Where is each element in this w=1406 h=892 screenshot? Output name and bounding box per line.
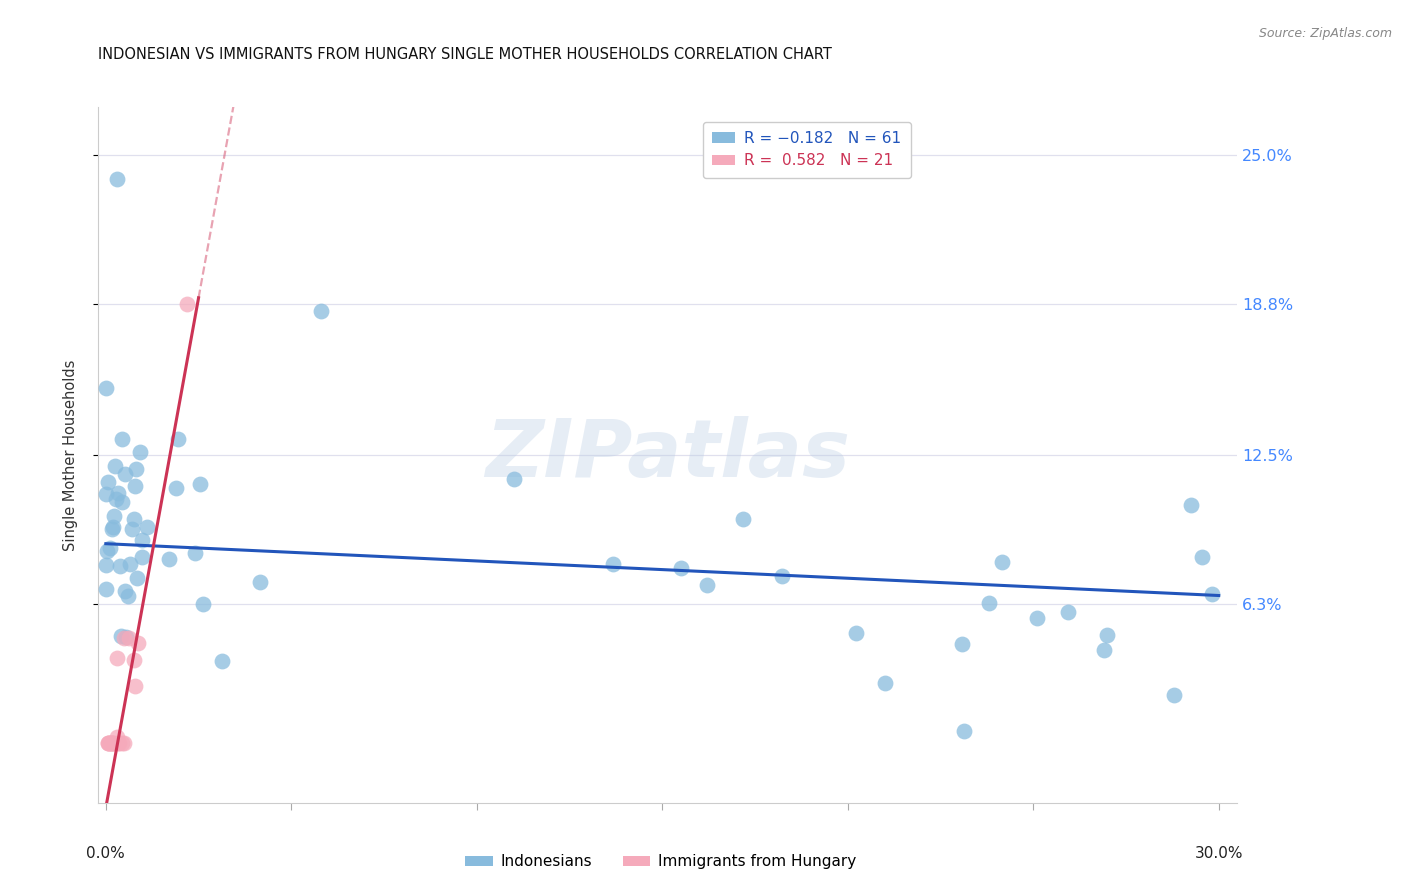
Point bbox=[108, 736, 131, 750]
Point bbox=[1201, 587, 1223, 601]
Point bbox=[979, 596, 1001, 610]
Point bbox=[111, 494, 134, 508]
Point bbox=[96, 736, 118, 750]
Point bbox=[669, 561, 692, 575]
Point bbox=[114, 467, 136, 482]
Point bbox=[105, 172, 128, 186]
Point bbox=[1180, 498, 1202, 512]
Point bbox=[97, 736, 120, 750]
Point bbox=[127, 571, 149, 585]
Point bbox=[105, 731, 128, 745]
Point bbox=[953, 723, 976, 738]
Point bbox=[845, 626, 868, 640]
Point bbox=[211, 654, 233, 668]
Point bbox=[114, 583, 136, 598]
Point bbox=[190, 477, 212, 491]
Point bbox=[602, 557, 624, 571]
Point bbox=[118, 631, 141, 645]
Point bbox=[191, 597, 214, 611]
Point bbox=[165, 481, 187, 495]
Point bbox=[96, 487, 118, 501]
Text: Source: ZipAtlas.com: Source: ZipAtlas.com bbox=[1258, 27, 1392, 40]
Point bbox=[105, 491, 128, 506]
Point bbox=[111, 432, 134, 446]
Point bbox=[176, 297, 198, 311]
Point bbox=[157, 552, 180, 566]
Legend: R = −0.182   N = 61, R =  0.582   N = 21: R = −0.182 N = 61, R = 0.582 N = 21 bbox=[703, 121, 911, 178]
Point bbox=[991, 555, 1014, 569]
Point bbox=[100, 522, 122, 536]
Point bbox=[105, 650, 128, 665]
Point bbox=[127, 636, 149, 650]
Point bbox=[100, 541, 122, 556]
Point bbox=[101, 736, 124, 750]
Point bbox=[770, 569, 793, 583]
Point bbox=[103, 509, 125, 524]
Point bbox=[114, 630, 136, 644]
Point bbox=[696, 578, 718, 592]
Point bbox=[309, 304, 332, 318]
Point bbox=[96, 543, 118, 558]
Point bbox=[121, 522, 143, 536]
Point bbox=[1057, 605, 1080, 619]
Point bbox=[503, 472, 526, 486]
Point bbox=[1097, 628, 1119, 642]
Point bbox=[98, 736, 121, 750]
Point bbox=[112, 736, 135, 750]
Point bbox=[1026, 611, 1049, 625]
Point bbox=[122, 512, 145, 526]
Point bbox=[97, 475, 120, 489]
Point bbox=[97, 736, 120, 750]
Legend: Indonesians, Immigrants from Hungary: Indonesians, Immigrants from Hungary bbox=[460, 848, 862, 875]
Point bbox=[131, 550, 153, 565]
Point bbox=[94, 381, 117, 395]
Text: 30.0%: 30.0% bbox=[1195, 846, 1243, 861]
Point bbox=[100, 736, 122, 750]
Y-axis label: Single Mother Households: Single Mother Households bbox=[63, 359, 77, 550]
Point bbox=[107, 486, 129, 500]
Point bbox=[117, 590, 139, 604]
Point bbox=[107, 736, 129, 750]
Point bbox=[1163, 688, 1185, 702]
Point bbox=[112, 631, 135, 645]
Point bbox=[135, 520, 157, 534]
Point bbox=[108, 559, 131, 574]
Point bbox=[120, 557, 142, 571]
Point bbox=[131, 533, 153, 547]
Point bbox=[110, 629, 132, 643]
Point bbox=[952, 637, 974, 651]
Point bbox=[104, 459, 127, 474]
Point bbox=[122, 653, 145, 667]
Point bbox=[249, 575, 271, 590]
Point bbox=[1094, 643, 1116, 657]
Point bbox=[100, 736, 122, 750]
Text: ZIPatlas: ZIPatlas bbox=[485, 416, 851, 494]
Point bbox=[183, 546, 205, 560]
Point bbox=[733, 512, 755, 526]
Point bbox=[167, 432, 190, 446]
Point bbox=[124, 478, 146, 492]
Point bbox=[101, 736, 124, 750]
Point bbox=[124, 679, 146, 693]
Point bbox=[94, 582, 117, 596]
Point bbox=[129, 445, 152, 459]
Point bbox=[96, 558, 118, 573]
Text: 0.0%: 0.0% bbox=[86, 846, 125, 861]
Point bbox=[101, 519, 124, 533]
Point bbox=[111, 736, 134, 750]
Point bbox=[103, 736, 125, 750]
Point bbox=[125, 461, 148, 475]
Point bbox=[873, 676, 896, 690]
Point bbox=[1191, 550, 1213, 565]
Text: INDONESIAN VS IMMIGRANTS FROM HUNGARY SINGLE MOTHER HOUSEHOLDS CORRELATION CHART: INDONESIAN VS IMMIGRANTS FROM HUNGARY SI… bbox=[98, 47, 832, 62]
